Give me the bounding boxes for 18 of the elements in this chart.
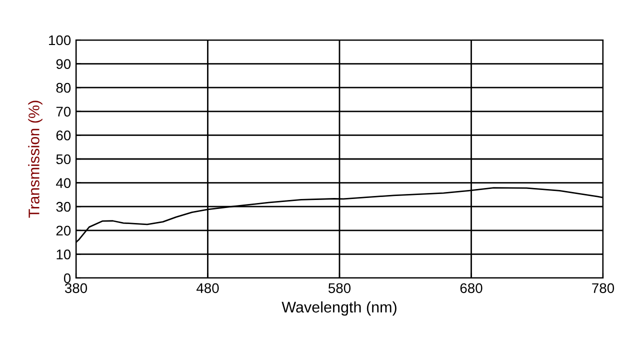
y-tick-label: 30 bbox=[56, 202, 71, 212]
x-tick-label: 780 bbox=[592, 283, 614, 294]
x-tick-label: 380 bbox=[64, 283, 88, 294]
x-tick-label: 580 bbox=[328, 283, 351, 294]
x-tick-label: 480 bbox=[196, 283, 219, 294]
y-tick-label: 80 bbox=[56, 82, 71, 93]
y-tick-label: 10 bbox=[56, 250, 71, 260]
y-tick-label: 20 bbox=[56, 226, 71, 236]
x-axis-title: Wavelength (nm) bbox=[282, 301, 396, 316]
y-tick-label: 40 bbox=[56, 178, 71, 188]
y-tick-label: 100 bbox=[49, 35, 71, 46]
y-tick-label: 50 bbox=[56, 154, 71, 164]
y-tick-label: 70 bbox=[56, 106, 71, 117]
y-tick-label: 90 bbox=[56, 59, 71, 69]
y-tick-label: 0 bbox=[64, 273, 71, 284]
x-tick-label: 680 bbox=[460, 283, 482, 294]
y-axis-title: Transmission (%) bbox=[28, 100, 42, 218]
y-tick-label: 60 bbox=[56, 130, 71, 140]
